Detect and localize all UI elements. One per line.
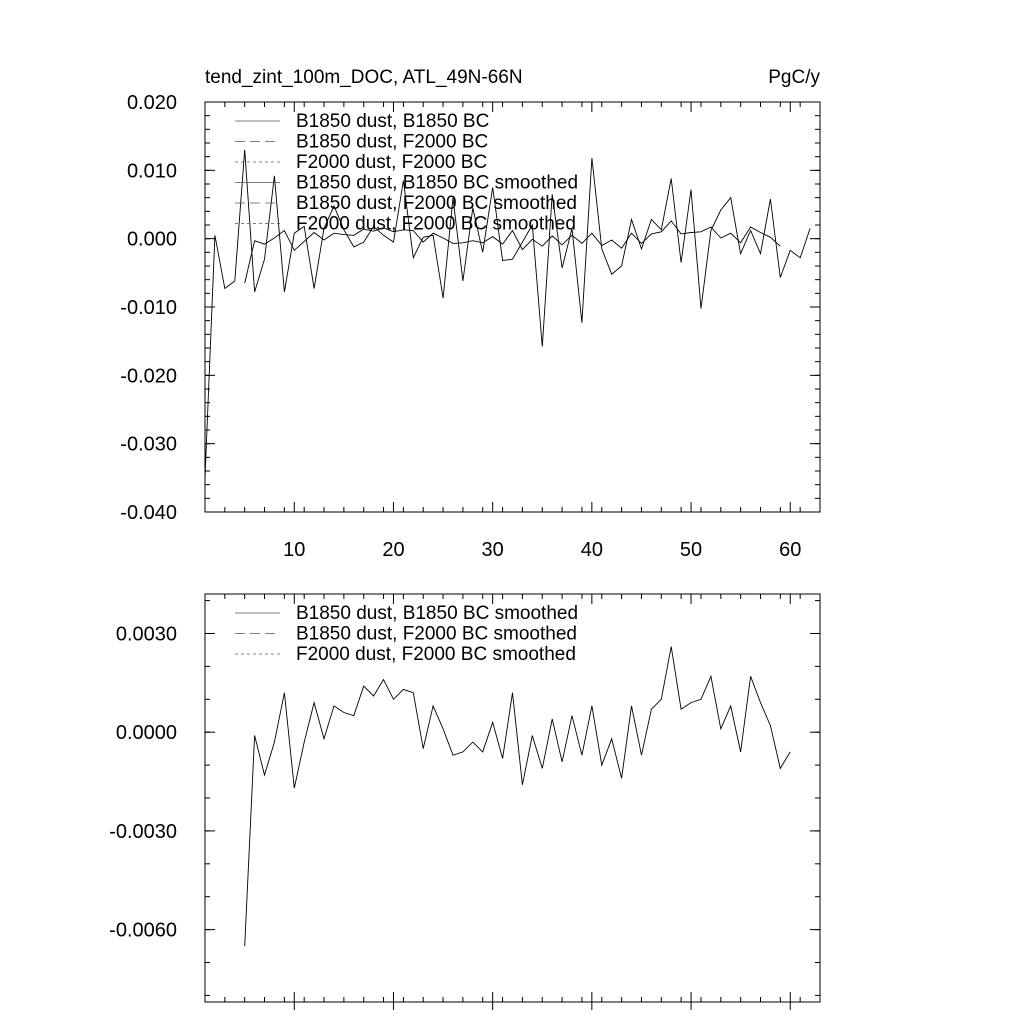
top-x-tick-labels: 10 20 30 40 50 60	[283, 539, 801, 561]
series-line	[244, 646, 791, 947]
series-line	[244, 220, 781, 284]
top-axis-ticks	[204, 101, 821, 513]
x-tick-label: 10	[283, 539, 305, 561]
legend-entry-label: B1850 dust, B1850 BC	[296, 111, 489, 132]
legend-entry-label: B1850 dust, F2000 BC smoothed	[296, 193, 577, 214]
bottom-axis-ticks	[204, 594, 821, 1010]
y-tick-label: 0.020	[127, 92, 177, 114]
y-tick-label: 0.010	[127, 160, 177, 182]
x-tick-label: 30	[482, 539, 504, 561]
y-tick-label: -0.040	[120, 502, 177, 524]
top-chart-title: tend_zint_100m_DOC, ATL_49N-66N	[205, 67, 523, 88]
y-tick-label: -0.0060	[109, 920, 177, 942]
top-series-group	[204, 149, 811, 478]
y-tick-label: -0.020	[120, 365, 177, 387]
bottom-series-group	[244, 646, 791, 947]
x-tick-label: 60	[779, 539, 801, 561]
series-line	[204, 149, 811, 478]
x-tick-label: 40	[581, 539, 603, 561]
legend-entry-label: F2000 dust, F2000 BC smoothed	[296, 214, 576, 235]
y-tick-label: -0.0030	[109, 821, 177, 843]
legend-entry-label: B1850 dust, F2000 BC	[296, 132, 488, 153]
bottom-y-tick-labels: -0.0060 -0.0030 0.0000 0.0030	[109, 623, 177, 941]
top-y-tick-labels: -0.040 -0.030 -0.020 -0.010 0.000 0.010 0.020	[120, 92, 177, 524]
legend-entry-label: B1850 dust, B1850 BC smoothed	[296, 603, 578, 624]
top-chart-units: PgC/y	[768, 67, 820, 88]
legend-entry-label: F2000 dust, F2000 BC	[296, 152, 487, 173]
y-tick-label: -0.010	[120, 297, 177, 319]
y-tick-label: 0.0030	[116, 623, 177, 645]
legend-entry-label: F2000 dust, F2000 BC smoothed	[296, 644, 576, 665]
y-tick-label: 0.000	[127, 229, 177, 251]
legend-entry-label: B1850 dust, B1850 BC smoothed	[296, 173, 578, 194]
x-tick-label: 50	[680, 539, 702, 561]
y-tick-label: 0.0000	[116, 722, 177, 744]
legend-entry-label: B1850 dust, F2000 BC smoothed	[296, 624, 577, 645]
top-line-chart: tend_zint_100m_DOC, ATL_49N-66N PgC/y -0…	[120, 67, 821, 561]
bottom-line-chart: -0.0060 -0.0030 0.0000 0.0030 B1850 dust, B…	[109, 593, 821, 1010]
y-tick-label: -0.030	[120, 434, 177, 456]
x-tick-label: 20	[382, 539, 404, 561]
